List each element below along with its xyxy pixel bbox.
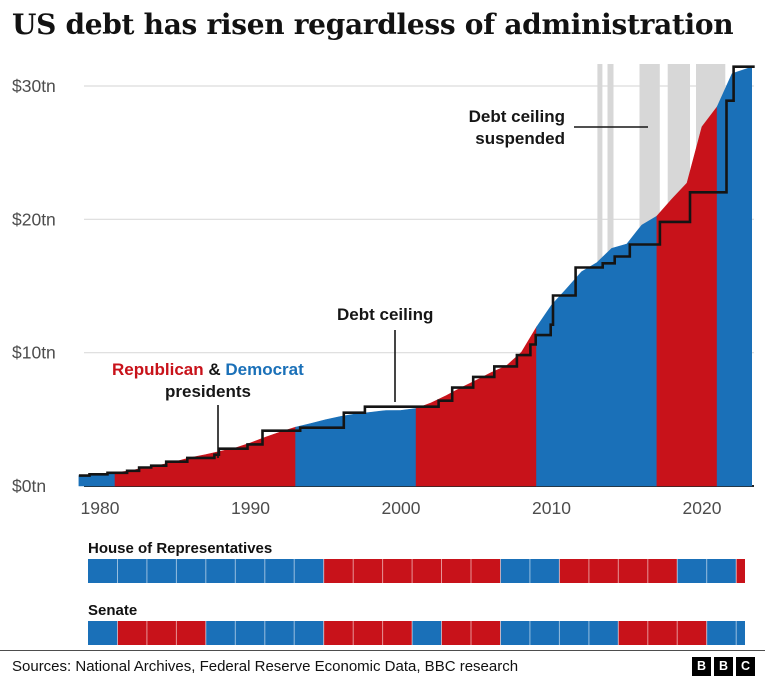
debt-area-segment <box>295 408 417 487</box>
congress-bar-segment <box>88 621 118 645</box>
annotation-presidents-line2: presidents <box>165 382 251 401</box>
y-axis-label: $20tn <box>12 209 56 229</box>
congress-bar-segment <box>736 559 745 583</box>
debt-area-segment <box>656 106 718 487</box>
congress-bar-segment <box>117 621 206 645</box>
congress-bars: House of Representatives Senate <box>88 540 745 645</box>
x-axis-label: 1980 <box>81 498 120 518</box>
y-axis-label: $30tn <box>12 76 56 96</box>
bbc-logo: B B C <box>692 656 755 676</box>
x-axis-label: 2010 <box>532 498 571 518</box>
chart-title: US debt has risen regardless of administ… <box>12 8 734 41</box>
x-axis-label: 2000 <box>382 498 421 518</box>
annotation-suspended-line1: Debt ceiling <box>469 107 565 126</box>
bbc-logo-letter-1: B <box>692 656 711 676</box>
annotation-ampersand: & <box>204 360 226 379</box>
congress-bar-segment <box>412 621 442 645</box>
x-axis-label: 2020 <box>683 498 722 518</box>
debt-area-segment <box>716 66 752 487</box>
annotation-presidents-line1: Republican & Democrat <box>112 360 304 379</box>
sources-text: Sources: National Archives, Federal Rese… <box>12 657 519 675</box>
x-axis-label: 1990 <box>231 498 270 518</box>
footer: Sources: National Archives, Federal Rese… <box>0 650 765 681</box>
debt-area-segment <box>536 215 658 487</box>
bbc-logo-letter-2: B <box>714 656 733 676</box>
congress-bar-segment <box>706 621 745 645</box>
annotation-democrat-label: Democrat <box>225 360 304 379</box>
annotation-republican-label: Republican <box>112 360 204 379</box>
x-axis-labels: 1980 1990 2000 2010 2020 <box>81 498 722 518</box>
y-axis-labels: $0tn $10tn $20tn $30tn <box>12 76 56 496</box>
congress-bar-segment <box>323 621 413 645</box>
annotation-ceiling: Debt ceiling <box>337 305 433 402</box>
congress-bar-label: House of Representatives <box>88 540 272 557</box>
annotation-presidents: Republican & Democrat presidents <box>112 360 304 458</box>
annotation-suspended-line2: suspended <box>475 129 565 148</box>
congress-bar-label: Senate <box>88 602 137 619</box>
annotation-ceiling-label: Debt ceiling <box>337 305 433 324</box>
debt-ceiling-path <box>78 65 755 477</box>
debt-chart: $0tn $10tn $20tn $30tn 1980 1990 2000 2010 2020… <box>12 64 755 645</box>
y-axis-label: $10tn <box>12 343 56 363</box>
debt-ceiling-line <box>78 65 755 477</box>
y-axis-label: $0tn <box>12 476 46 496</box>
congress-bar-segment <box>618 621 707 645</box>
bbc-logo-letter-3: C <box>736 656 755 676</box>
annotation-suspended: Debt ceiling suspended <box>469 107 648 148</box>
